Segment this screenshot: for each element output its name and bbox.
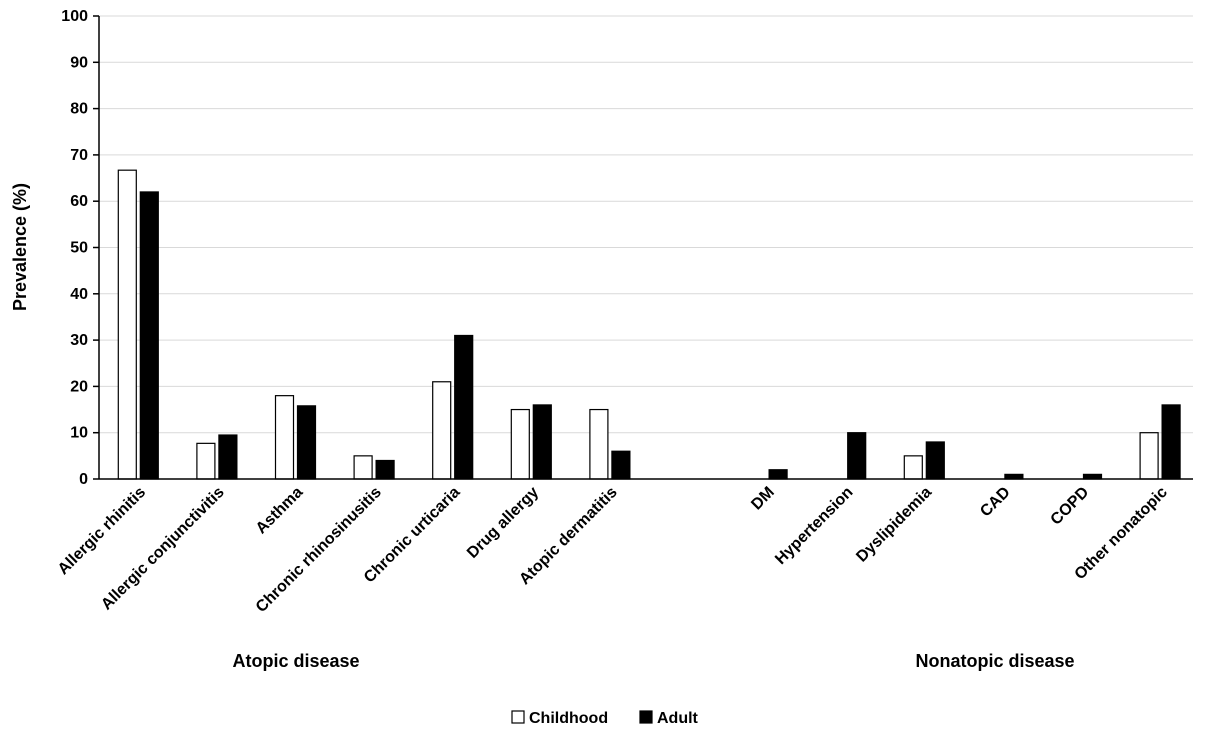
group-label-nonatopic: Nonatopic disease — [915, 651, 1074, 671]
y-tick-label: 20 — [70, 378, 88, 395]
group-labels: Atopic disease Nonatopic disease — [232, 651, 1074, 671]
category-label: Chronic rhinosinusitis — [253, 484, 385, 616]
y-tick-label: 50 — [70, 240, 88, 257]
bar-childhood-drug-allergy — [510, 408, 530, 480]
y-tick-label: 90 — [70, 54, 88, 71]
bar-childhood-other-nonatopic — [1139, 432, 1159, 480]
legend-swatch-adult — [639, 710, 653, 724]
bar-childhood-allergic-conjunctivitis — [196, 442, 216, 480]
bar-childhood-atopic-dermatitis — [589, 408, 609, 480]
y-tick-label: 40 — [70, 286, 88, 303]
bar-adult-hypertension — [847, 432, 867, 480]
category-label: CAD — [977, 484, 1014, 521]
y-axis-ticks: 0 10 20 30 40 50 60 70 80 90 100 — [61, 8, 99, 488]
bar-adult-drug-allergy — [532, 404, 552, 480]
legend: Childhood Adult — [511, 710, 699, 727]
bars — [117, 169, 1181, 480]
category-label: DM — [748, 484, 778, 514]
bar-childhood-chronic-rhinosinusitis — [353, 455, 373, 480]
legend-swatch-childhood — [511, 710, 525, 724]
bar-adult-other-nonatopic — [1161, 404, 1181, 480]
y-tick-label: 80 — [70, 101, 88, 118]
y-tick-label: 0 — [79, 471, 88, 488]
bar-adult-allergic-conjunctivitis — [218, 434, 238, 480]
y-tick-label: 60 — [70, 193, 88, 210]
bar-childhood-asthma — [274, 395, 295, 480]
category-label: Hypertension — [772, 484, 856, 568]
bar-childhood-dyslipidemia — [903, 455, 923, 480]
category-label: Drug allergy — [464, 484, 542, 562]
bar-adult-asthma — [296, 405, 317, 480]
bar-adult-atopic-dermatitis — [611, 450, 631, 480]
bar-childhood-allergic-rhinitis — [117, 169, 137, 480]
legend-label-childhood: Childhood — [529, 710, 608, 727]
category-label: Asthma — [253, 484, 307, 538]
y-tick-label: 70 — [70, 147, 88, 164]
y-tick-label: 10 — [70, 425, 88, 442]
category-label: COPD — [1048, 484, 1093, 529]
y-axis-title: Prevalence (%) — [10, 183, 30, 311]
y-tick-label: 100 — [61, 8, 88, 25]
bar-adult-chronic-urticaria — [454, 334, 474, 480]
group-label-atopic: Atopic disease — [232, 651, 359, 671]
legend-label-adult: Adult — [657, 710, 699, 727]
bar-adult-dm — [768, 469, 788, 480]
y-tick-label: 30 — [70, 332, 88, 349]
bar-adult-allergic-rhinitis — [139, 191, 159, 480]
bar-adult-dyslipidemia — [925, 441, 945, 480]
bar-childhood-chronic-urticaria — [432, 381, 452, 480]
gridlines — [99, 15, 1193, 434]
bar-adult-chronic-rhinosinusitis — [375, 459, 395, 480]
category-label: Dyslipidemia — [853, 484, 935, 566]
